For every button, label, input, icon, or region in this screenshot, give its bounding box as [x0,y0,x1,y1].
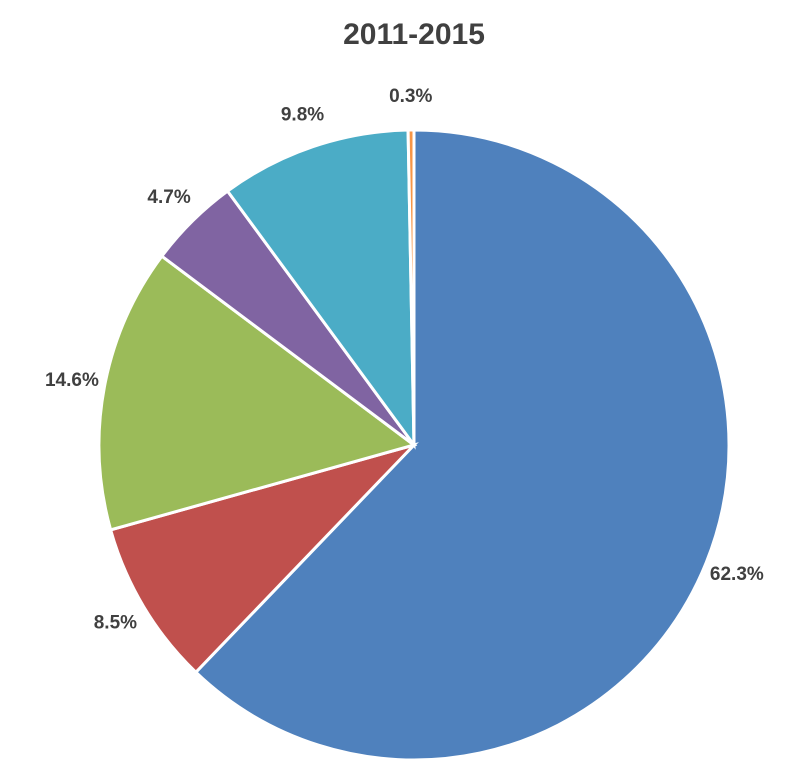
pie-slice [225,128,416,450]
data-label: 8.5% [94,613,137,634]
data-label: 0.3% [389,86,432,107]
data-label: 9.8% [281,104,324,125]
pie-slice [406,128,416,446]
pie-slice [108,442,419,675]
pie-slice [193,128,731,760]
data-label: 4.7% [147,187,190,208]
data-label: 62.3% [710,564,764,585]
data-label: 14.6% [45,370,99,391]
chart-title: 2011-2015 [343,18,485,51]
pie-slice [97,254,418,532]
